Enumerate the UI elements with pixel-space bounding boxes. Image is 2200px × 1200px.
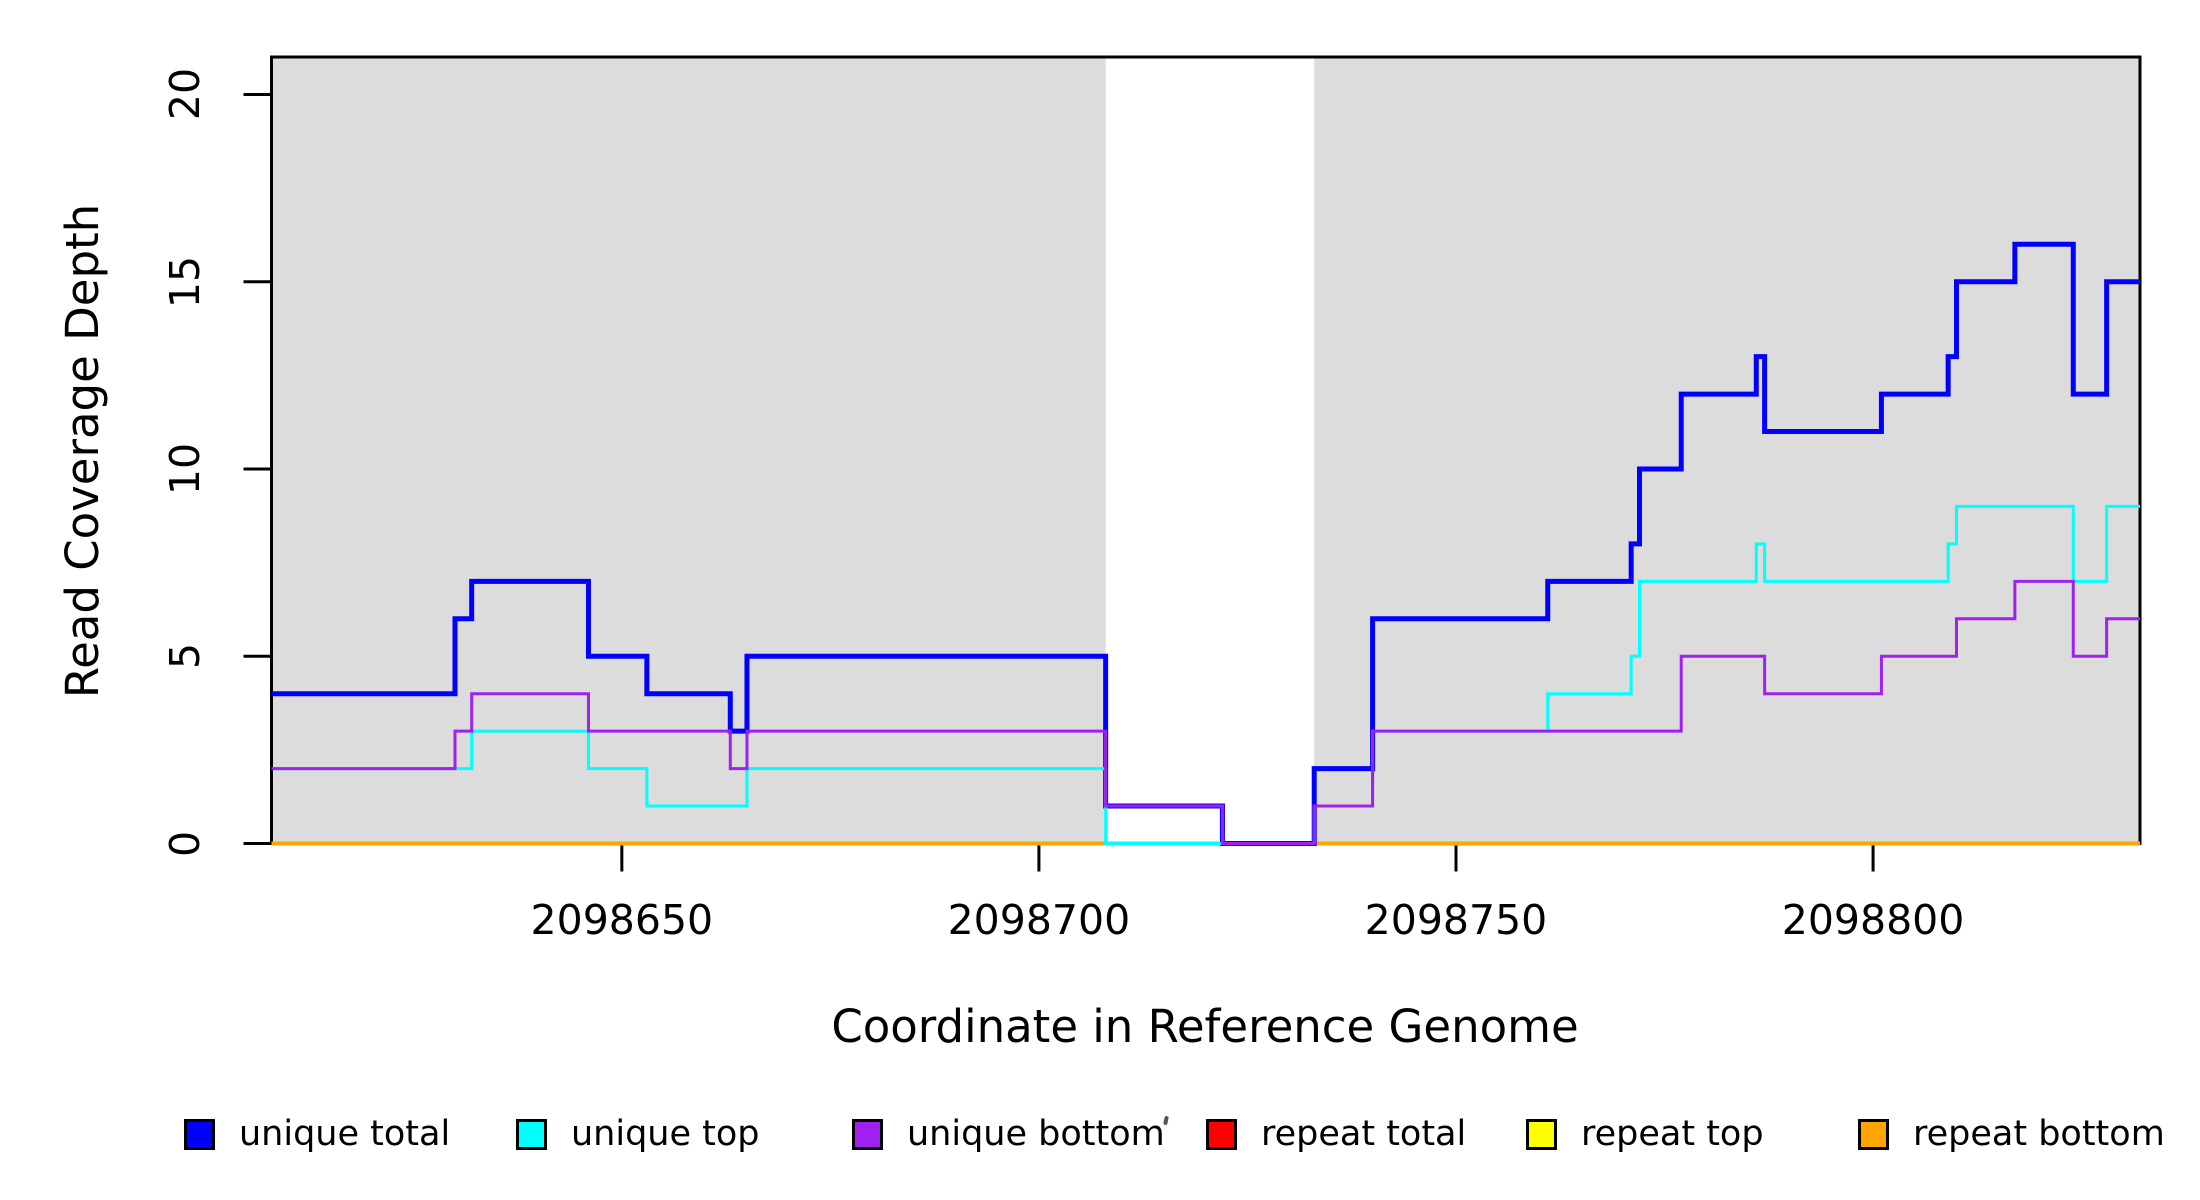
- series-unique-bottom: [271, 579, 2140, 845]
- legend-item-unique-top: unique top: [516, 1110, 760, 1158]
- legend-label: unique bottom: [907, 1114, 1165, 1154]
- series-unique-total: [271, 241, 2140, 846]
- shaded-region: [1314, 57, 2140, 844]
- shaded-region: [271, 57, 1106, 844]
- legend-label: repeat bottom: [1913, 1114, 2165, 1154]
- legend-label: repeat total: [1261, 1114, 1467, 1154]
- legend-swatch-icon: [1526, 1118, 1557, 1150]
- legend-swatch-icon: [184, 1118, 215, 1150]
- y-axis-title: Read Coverage Depth: [55, 203, 109, 699]
- legend-item-unique-bottom: unique bottom: [852, 1110, 1165, 1158]
- legend-item-unique-total: unique total: [184, 1110, 450, 1158]
- legend-item-repeat-total: repeat total: [1206, 1110, 1466, 1158]
- legend-label: unique total: [239, 1114, 451, 1154]
- legend-swatch-icon: [852, 1118, 883, 1150]
- legend-swatch-icon: [516, 1118, 547, 1150]
- x-tick-label: 2098650: [530, 896, 714, 944]
- y-tick-label: 10: [161, 442, 209, 496]
- legend-item-repeat-top: repeat top: [1526, 1110, 1764, 1158]
- legend-swatch-icon: [1206, 1118, 1237, 1150]
- x-tick-label: 2098800: [1781, 896, 1965, 944]
- y-tick-label: 0: [161, 830, 209, 857]
- series-unique-top: [271, 504, 2140, 845]
- legend-swatch-icon: [1858, 1118, 1889, 1150]
- x-axis-title: Coordinate in Reference Genome: [831, 1000, 1579, 1053]
- y-tick-label: 5: [161, 643, 209, 670]
- legend-label: repeat top: [1581, 1114, 1764, 1154]
- legend-label: unique top: [571, 1114, 760, 1154]
- y-tick-label: 15: [161, 255, 209, 308]
- legend-item-repeat-bottom: repeat bottom: [1858, 1110, 2165, 1158]
- x-tick-label: 2098750: [1364, 896, 1548, 944]
- x-tick-label: 2098700: [947, 896, 1131, 944]
- y-tick-label: 20: [161, 68, 209, 121]
